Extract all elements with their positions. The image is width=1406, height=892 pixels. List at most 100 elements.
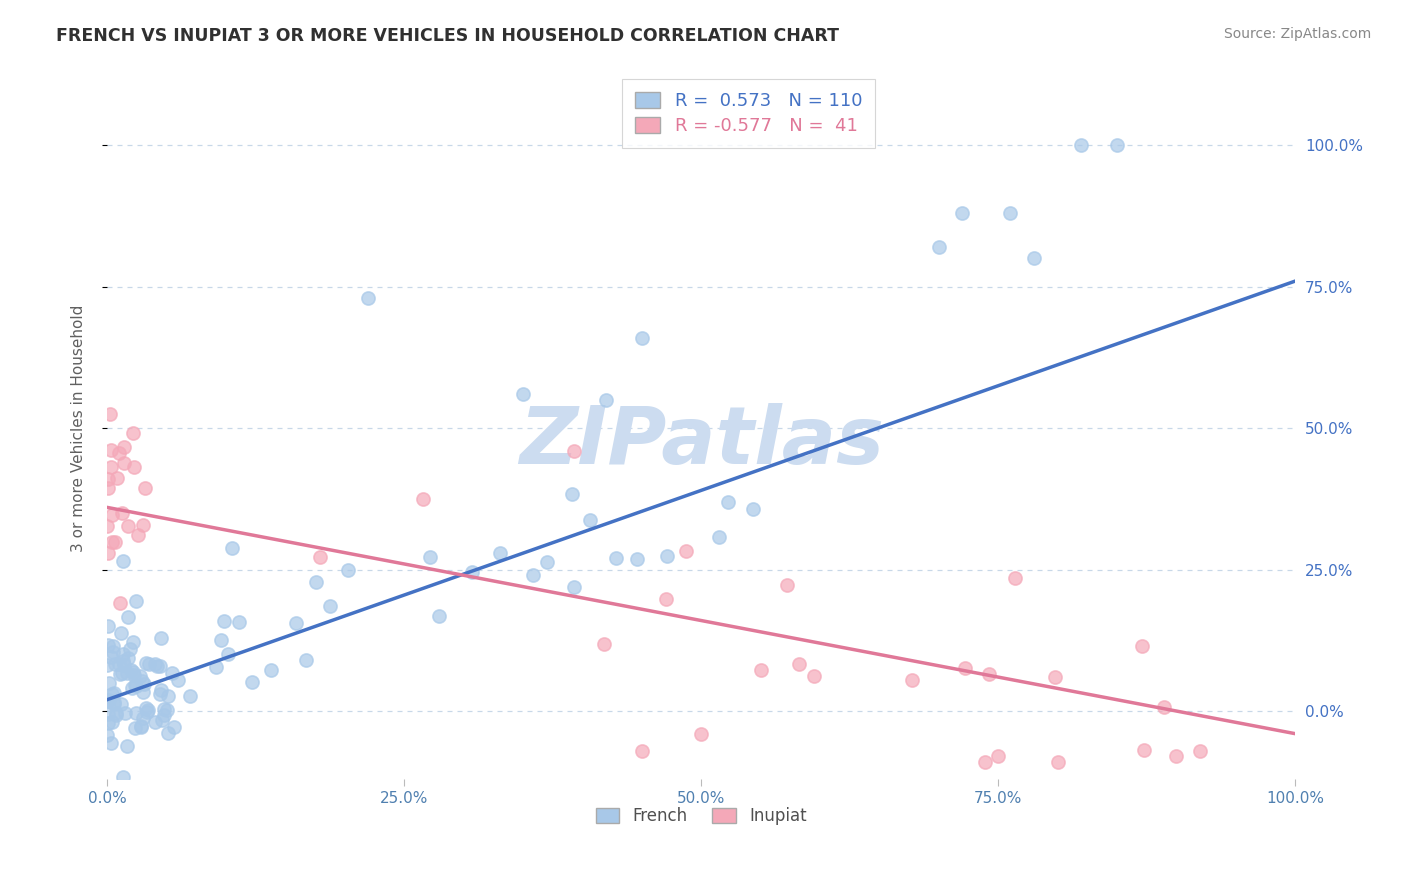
- Point: [605, 551, 627, 566]
- Point: [115, 739, 138, 754]
- Point: [121, 663, 143, 677]
- Point: [122, 425, 145, 440]
- Point: [749, 663, 772, 677]
- Point: [1130, 639, 1153, 653]
- Point: [125, 706, 148, 720]
- Point: [143, 715, 166, 730]
- Point: [134, 481, 156, 495]
- Point: [101, 687, 124, 701]
- Point: [103, 696, 125, 710]
- Point: [675, 543, 697, 558]
- Point: [167, 673, 190, 687]
- Point: [149, 658, 172, 673]
- Point: [104, 535, 127, 549]
- Point: [103, 697, 125, 711]
- Point: [150, 632, 173, 646]
- Point: [100, 460, 122, 475]
- Point: [97, 481, 120, 495]
- Point: [595, 392, 617, 407]
- Point: [105, 471, 128, 485]
- Point: [108, 446, 131, 460]
- Point: [112, 647, 135, 661]
- Point: [117, 610, 139, 624]
- Point: [1189, 744, 1212, 758]
- Text: ZIPatlas: ZIPatlas: [519, 403, 883, 481]
- Point: [626, 552, 648, 566]
- Point: [179, 689, 201, 703]
- Point: [522, 567, 544, 582]
- Point: [97, 618, 120, 632]
- Point: [101, 640, 124, 654]
- Point: [630, 744, 652, 758]
- Point: [217, 647, 239, 661]
- Point: [97, 694, 120, 708]
- Point: [488, 547, 510, 561]
- Point: [97, 472, 120, 486]
- Point: [150, 682, 173, 697]
- Point: [221, 541, 243, 555]
- Point: [135, 656, 157, 670]
- Point: [128, 669, 150, 683]
- Y-axis label: 3 or more Vehicles in Household: 3 or more Vehicles in Household: [72, 304, 86, 552]
- Point: [593, 637, 616, 651]
- Point: [953, 660, 976, 674]
- Point: [122, 665, 145, 680]
- Point: [108, 667, 131, 681]
- Point: [104, 706, 127, 720]
- Point: [100, 736, 122, 750]
- Point: [112, 654, 135, 668]
- Point: [630, 331, 652, 345]
- Point: [977, 666, 1000, 681]
- Point: [973, 755, 995, 769]
- Point: [112, 456, 135, 470]
- Point: [111, 770, 134, 784]
- Point: [1046, 755, 1069, 769]
- Text: FRENCH VS INUPIAT 3 OR MORE VEHICLES IN HOUSEHOLD CORRELATION CHART: FRENCH VS INUPIAT 3 OR MORE VEHICLES IN …: [56, 27, 839, 45]
- Point: [419, 549, 441, 564]
- Point: [309, 549, 332, 564]
- Point: [100, 649, 122, 664]
- Point: [952, 206, 974, 220]
- Point: [138, 657, 160, 671]
- Point: [132, 677, 155, 691]
- Point: [124, 678, 146, 692]
- Point: [105, 707, 128, 722]
- Point: [98, 407, 121, 421]
- Point: [115, 666, 138, 681]
- Point: [146, 659, 169, 673]
- Point: [357, 291, 380, 305]
- Point: [129, 719, 152, 733]
- Point: [655, 549, 678, 564]
- Point: [111, 665, 134, 680]
- Point: [132, 517, 155, 532]
- Point: [228, 615, 250, 629]
- Point: [928, 240, 950, 254]
- Point: [157, 690, 180, 704]
- Point: [1153, 700, 1175, 714]
- Point: [111, 554, 134, 568]
- Point: [579, 513, 602, 527]
- Point: [118, 642, 141, 657]
- Point: [260, 663, 283, 677]
- Point: [97, 707, 120, 722]
- Point: [803, 669, 825, 683]
- Point: [135, 705, 157, 719]
- Point: [305, 575, 328, 590]
- Point: [690, 726, 713, 740]
- Point: [998, 206, 1021, 220]
- Point: [111, 506, 134, 520]
- Point: [150, 714, 173, 728]
- Point: [114, 706, 136, 720]
- Point: [162, 720, 184, 734]
- Point: [655, 592, 678, 607]
- Point: [153, 707, 176, 722]
- Point: [103, 686, 125, 700]
- Point: [98, 676, 121, 690]
- Point: [110, 697, 132, 711]
- Point: [143, 657, 166, 671]
- Point: [117, 650, 139, 665]
- Point: [97, 638, 120, 652]
- Point: [100, 442, 122, 457]
- Point: [460, 566, 482, 580]
- Point: [1070, 138, 1092, 153]
